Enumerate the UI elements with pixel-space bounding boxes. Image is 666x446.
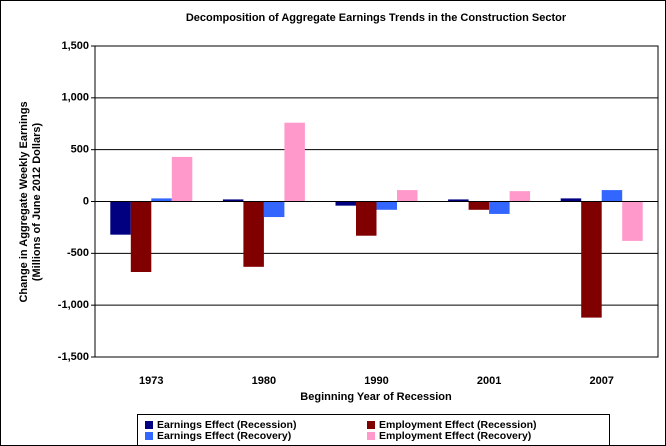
bar (560, 198, 582, 202)
x-tick-label: 2007 (589, 375, 613, 387)
y-tick-label: 1,000 (61, 92, 89, 104)
legend-label: Earnings Effect (Recession) (157, 419, 296, 431)
bar (171, 156, 193, 202)
y-axis-title: (Millions of June 2012 Dollars) (31, 123, 43, 282)
bar (468, 201, 490, 210)
y-tick-label: 500 (71, 144, 89, 156)
legend-label: Employment Effect (Recession) (379, 419, 537, 431)
y-tick-label: -1,500 (58, 351, 89, 363)
legend-label: Earnings Effect (Recovery) (157, 430, 291, 442)
bar (263, 201, 285, 218)
bar (284, 122, 305, 202)
y-axis-title: Change in Aggregate Weekly Earnings (18, 101, 30, 302)
y-tick-label: -500 (67, 247, 89, 259)
bar (222, 199, 244, 202)
bar (151, 198, 172, 202)
x-tick-label: 1990 (364, 375, 388, 387)
bar (448, 199, 469, 202)
y-tick-label: 0 (83, 195, 89, 207)
y-tick-label: -1,000 (58, 299, 89, 311)
bar (376, 201, 397, 210)
legend-swatch (367, 421, 375, 429)
x-tick-label: 1973 (139, 375, 163, 387)
bar (622, 201, 643, 241)
legend-swatch (367, 432, 375, 440)
bar (489, 201, 510, 214)
legend-swatch (145, 421, 153, 429)
x-tick-label: 1980 (252, 375, 276, 387)
bar (581, 201, 602, 318)
legend-label: Employment Effect (Recovery) (379, 430, 531, 442)
legend (137, 414, 610, 446)
bar (601, 190, 623, 202)
y-tick-label: 1,500 (61, 40, 89, 52)
bar (397, 190, 418, 202)
bar (130, 201, 152, 272)
bar (335, 201, 356, 206)
legend-swatch (145, 432, 153, 440)
bar (243, 201, 264, 267)
chart-title: Decomposition of Aggregate Earnings Tren… (186, 12, 567, 24)
bar (356, 201, 377, 236)
bar (110, 201, 131, 235)
x-tick-label: 2001 (477, 375, 501, 387)
bar (509, 191, 531, 202)
x-axis-title: Beginning Year of Recession (300, 391, 452, 403)
